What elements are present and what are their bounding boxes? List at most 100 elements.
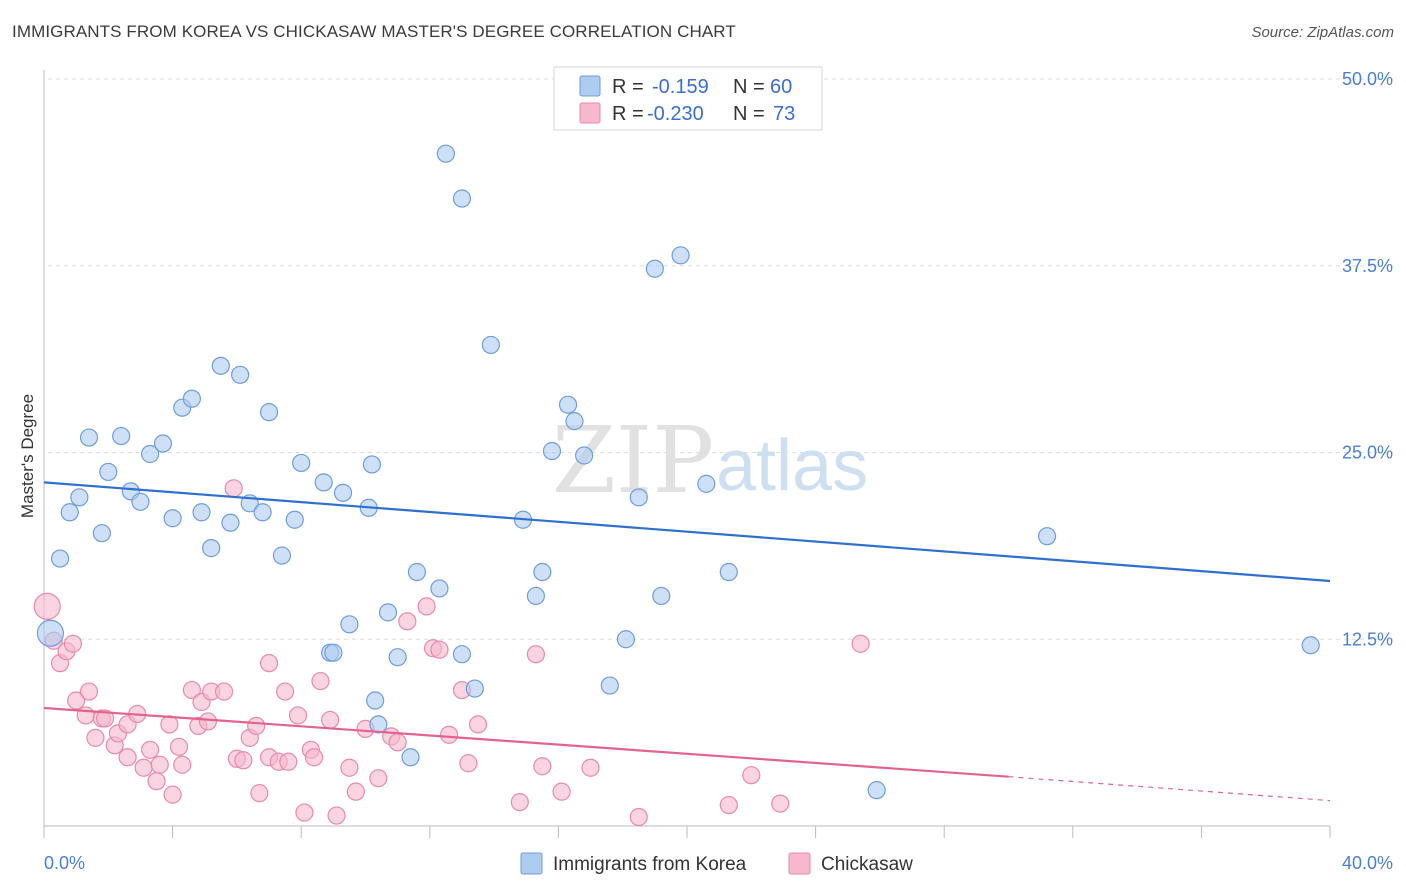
y-tick-label-3: 50.0% [1342, 69, 1393, 89]
chickasaw-point-54 [398, 612, 417, 631]
chickasaw-point-30 [224, 479, 243, 498]
chickasaw-point-60 [459, 754, 478, 773]
chickasaw-point-5 [67, 691, 86, 710]
korea-point-28 [324, 643, 343, 662]
korea-point-18 [221, 513, 240, 532]
chickasaw-point-46 [321, 710, 340, 730]
korea-point-51 [575, 446, 594, 465]
bottom-legend-swatch-korea [520, 852, 543, 875]
grid-lines [48, 78, 1393, 640]
korea-point-59 [719, 562, 738, 582]
chickasaw-point-32 [234, 751, 253, 770]
korea-point-44 [481, 335, 500, 355]
chickasaw-point-71 [851, 634, 870, 653]
chickasaw-point-62 [510, 792, 529, 812]
chickasaw-point-8 [86, 728, 105, 747]
chickasaw-point-10 [95, 709, 115, 728]
korea-point-23 [272, 546, 292, 565]
korea-point-2 [60, 503, 79, 522]
korea-point-35 [378, 603, 398, 622]
korea-point-17 [211, 356, 230, 375]
korea-point-24 [285, 510, 304, 529]
chickasaw-point-21 [163, 785, 182, 804]
chickasaw-point-42 [295, 803, 314, 822]
chickasaw-point-49 [346, 782, 365, 801]
korea-point-57 [671, 246, 690, 265]
chickasaw-point-65 [552, 782, 571, 801]
legend-swatch-chickasaw [579, 102, 601, 124]
korea-point-54 [629, 488, 648, 507]
korea-point-3 [70, 488, 89, 507]
korea-point-1 [50, 549, 70, 568]
chickasaw-point-39 [276, 682, 295, 701]
x-tick-marks [43, 826, 1331, 838]
chickasaw-point-70 [771, 794, 790, 813]
chickasaw-point-22 [169, 737, 189, 756]
bottom-legend: Immigrants from Korea Chickasaw [520, 852, 913, 875]
chickasaw-point-44 [304, 748, 324, 767]
korea-point-37 [401, 748, 420, 767]
korea-point-61 [1037, 527, 1057, 546]
chickasaw-point-40 [279, 752, 298, 771]
korea-point-43 [465, 679, 484, 698]
korea-point-0 [36, 619, 65, 647]
korea-point-22 [259, 403, 279, 422]
korea-point-48 [542, 441, 562, 461]
korea-point-31 [362, 455, 382, 474]
chickasaw-point-13 [118, 748, 137, 767]
korea-point-4 [79, 428, 99, 447]
legend-r-value-korea: -0.159 [652, 76, 709, 98]
chickasaw-point-41 [288, 706, 308, 725]
legend-n-label-chickasaw: N = [733, 103, 765, 125]
bottom-legend-label-korea: Immigrants from Korea [553, 854, 747, 875]
chickasaw-point-37 [259, 654, 279, 673]
legend-box: R = -0.159 N = 60 R = -0.230 N = 73 [553, 66, 823, 131]
watermark-atlas: atlas [716, 426, 868, 506]
bottom-legend-label-chickasaw: Chickasaw [821, 854, 913, 875]
korea-point-30 [340, 615, 359, 634]
chickasaw-point-29 [214, 682, 234, 701]
korea-point-60 [867, 781, 886, 800]
chickasaw-point-24 [182, 680, 201, 700]
legend-swatch-korea [579, 75, 601, 97]
korea-point-10 [140, 444, 160, 464]
korea-point-41 [452, 189, 472, 208]
korea-point-36 [388, 648, 407, 667]
chickasaw-point-48 [340, 758, 359, 777]
y-tick-label-0: 12.5% [1342, 629, 1393, 649]
korea-point-6 [99, 462, 118, 482]
korea-point-46 [526, 586, 545, 606]
korea-point-55 [645, 259, 664, 278]
chickasaw-point-64 [533, 757, 552, 776]
chickasaw-point-67 [629, 807, 648, 827]
chickasaw-point-53 [388, 733, 407, 752]
chickasaw-point-17 [140, 740, 160, 759]
chickasaw-point-47 [327, 806, 346, 825]
korea-point-56 [652, 586, 671, 606]
y-tick-label-1: 25.0% [1342, 443, 1393, 463]
chickasaw-trend-line [43, 706, 1009, 778]
korea-trend-line [43, 481, 1331, 583]
chart-title: IMMIGRANTS FROM KOREA VS CHICKASAW MASTE… [12, 22, 736, 41]
chickasaw-point-45 [311, 671, 330, 691]
korea-point-21 [253, 503, 272, 522]
source-label: Source: ZipAtlas.com [1251, 24, 1394, 41]
chickasaw-point-0 [33, 592, 61, 620]
legend-n-label-korea: N = [733, 76, 765, 98]
bottom-legend-swatch-chickasaw [788, 852, 811, 875]
korea-point-15 [192, 503, 211, 522]
korea-point-29 [333, 483, 353, 502]
korea-point-50 [565, 412, 584, 431]
korea-point-26 [314, 473, 333, 492]
chickasaw-point-4 [63, 634, 83, 653]
chickasaw-point-51 [369, 769, 388, 788]
legend-n-value-korea: 60 [770, 76, 792, 98]
korea-point-53 [616, 630, 636, 649]
chickasaw-point-34 [247, 716, 266, 736]
korea-point-33 [366, 691, 385, 710]
chickasaw-point-55 [417, 597, 436, 616]
y-tick-labels: 12.5% 25.0% 37.5% 50.0% [1342, 69, 1393, 649]
legend-r-value-chickasaw: -0.230 [647, 103, 704, 125]
korea-point-5 [92, 524, 111, 543]
